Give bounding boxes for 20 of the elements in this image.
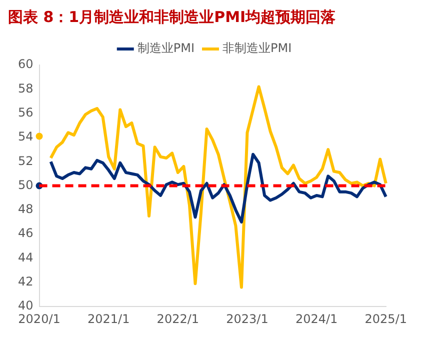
y-tick-label: 40	[18, 298, 34, 313]
x-tick-label: 2025/1	[364, 312, 407, 326]
y-tick-label: 56	[18, 105, 34, 120]
x-tick-label: 2024/1	[295, 312, 338, 326]
legend-label: 制造业PMI	[137, 41, 195, 56]
chart-title: 图表 8：1月制造业和非制造业PMI均超预期回落	[8, 8, 337, 27]
x-tick-label: 2021/1	[87, 312, 130, 326]
x-tick-label: 2022/1	[156, 312, 200, 326]
y-tick-label: 42	[18, 274, 34, 289]
y-tick-label: 46	[18, 226, 34, 240]
y-tick-label: 60	[18, 57, 34, 72]
y-tick-label: 58	[18, 81, 34, 96]
x-tick-label: 2020/1	[18, 312, 60, 326]
y-tick-label: 48	[18, 202, 34, 216]
y-tick-label: 52	[18, 154, 34, 168]
y-tick-label: 50	[18, 178, 34, 192]
y-tick-label: 54	[18, 130, 34, 144]
y-tick-label: 44	[18, 250, 34, 264]
legend-label: 非制造业PMI	[222, 41, 292, 56]
x-tick-label: 2023/1	[226, 312, 268, 326]
